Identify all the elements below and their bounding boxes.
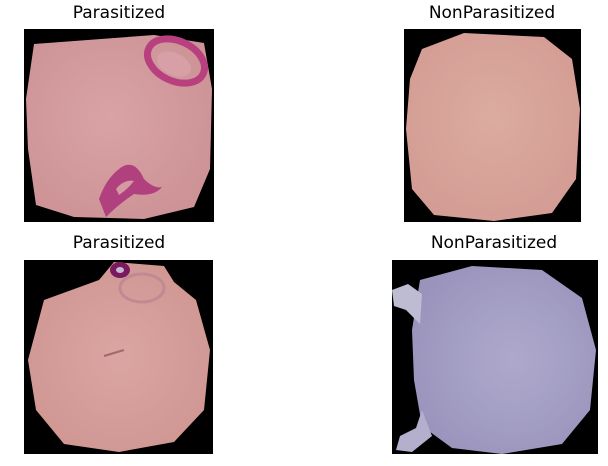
cell-image-parasitized-1: [24, 29, 214, 222]
panel-parasitized-2: Parasitized: [24, 230, 214, 460]
panel-nonparasitized-1: NonParasitized: [390, 0, 594, 224]
panel-title: NonParasitized: [430, 233, 558, 253]
cell-image-parasitized-2: [24, 260, 213, 454]
panel-title: NonParasitized: [428, 3, 556, 23]
panel-title: Parasitized: [72, 3, 166, 23]
panel-nonparasitized-2: NonParasitized: [390, 230, 598, 460]
cell-image-nonparasitized-1: [404, 29, 581, 222]
panel-title: Parasitized: [72, 233, 166, 253]
cell-image-nonparasitized-2: [392, 260, 598, 454]
panel-parasitized-1: Parasitized: [24, 0, 214, 224]
